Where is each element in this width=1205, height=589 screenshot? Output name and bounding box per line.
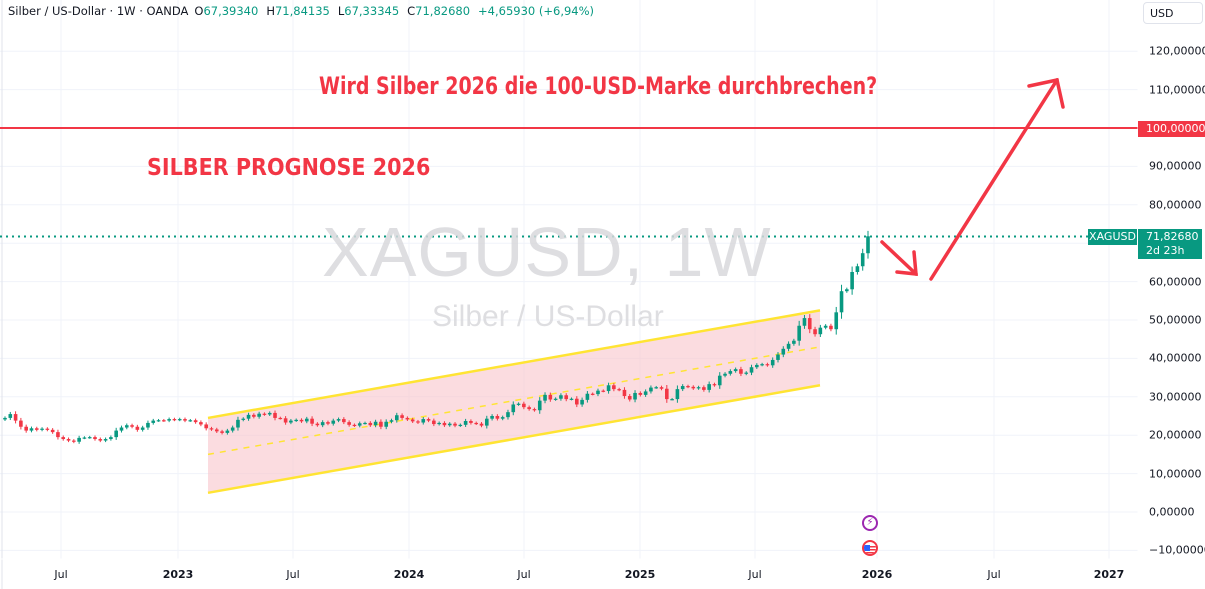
price-tick-label: 80,00000 xyxy=(1149,198,1202,212)
chart-grid xyxy=(0,0,1138,589)
time-tick-label: Jul xyxy=(748,568,762,581)
price-tick-label: 110,00000 xyxy=(1149,83,1205,97)
trend-channel xyxy=(207,309,821,495)
price-tick-label: 50,00000 xyxy=(1149,313,1202,327)
last-price-label: 71,82680 2d 23h xyxy=(1138,229,1202,259)
price-tick-label: 20,00000 xyxy=(1149,428,1202,442)
change-value: +4,65930 (+6,94%) xyxy=(478,4,595,18)
symbol-legend[interactable]: Silber / US-Dollar · 1W · OANDA O 67,3934… xyxy=(8,4,594,18)
price-tick-label: 90,00000 xyxy=(1149,159,1202,173)
up-arrow-drawing[interactable] xyxy=(929,77,1065,281)
low-value: 67,33345 xyxy=(344,4,400,18)
time-tick-label: Jul xyxy=(54,568,68,581)
question-annotation[interactable]: Wird Silber 2026 die 100-USD-Marke durch… xyxy=(319,72,878,100)
level-100-price-label: 100,00000 xyxy=(1138,121,1205,137)
down-arrow-drawing[interactable] xyxy=(880,240,918,276)
time-tick-label: 2024 xyxy=(393,568,425,581)
symbol-title[interactable]: Silber / US-Dollar · 1W · OANDA xyxy=(8,4,189,18)
time-tick-label: Jul xyxy=(286,568,300,581)
price-tick-label: 40,00000 xyxy=(1149,351,1202,365)
price-tick-label: 0,00000 xyxy=(1149,505,1195,519)
price-tick-label: −10,00000 xyxy=(1149,543,1205,557)
price-tick-label: 60,00000 xyxy=(1149,275,1202,289)
bar-countdown: 2d 23h xyxy=(1146,244,1185,257)
time-tick-label: 2027 xyxy=(1093,568,1125,581)
us-flag-graphic xyxy=(864,545,876,554)
high-label: H xyxy=(266,4,275,18)
time-tick-label: Jul xyxy=(987,568,1001,581)
watermark-symbol: XAGUSD, 1W xyxy=(322,213,772,291)
currency-button[interactable]: USD xyxy=(1143,2,1203,24)
lightning-icon[interactable]: ⚡ xyxy=(862,515,878,531)
watermark-description: Silber / US-Dollar xyxy=(432,300,664,333)
price-tick-label: 30,00000 xyxy=(1149,390,1202,404)
candlestick-series xyxy=(3,230,870,444)
time-tick-label: Jul xyxy=(517,568,531,581)
title-annotation[interactable]: SILBER PROGNOSE 2026 xyxy=(147,155,431,181)
price-tick-label: 120,00000 xyxy=(1149,44,1205,58)
open-value: 67,39340 xyxy=(203,4,259,18)
close-label: C xyxy=(407,4,416,18)
symbol-price-label: XAGUSD xyxy=(1088,229,1137,245)
last-price-value: 71,82680 xyxy=(1146,230,1199,243)
time-tick-label: 2023 xyxy=(162,568,194,581)
close-value: 71,82680 xyxy=(415,4,471,18)
high-value: 71,84135 xyxy=(274,4,330,18)
open-label: O xyxy=(194,4,204,18)
price-tick-label: 10,00000 xyxy=(1149,467,1202,481)
low-label: L xyxy=(337,4,345,18)
time-tick-label: 2025 xyxy=(624,568,656,581)
us-flag-icon[interactable] xyxy=(862,540,878,556)
time-tick-label: 2026 xyxy=(861,568,893,581)
